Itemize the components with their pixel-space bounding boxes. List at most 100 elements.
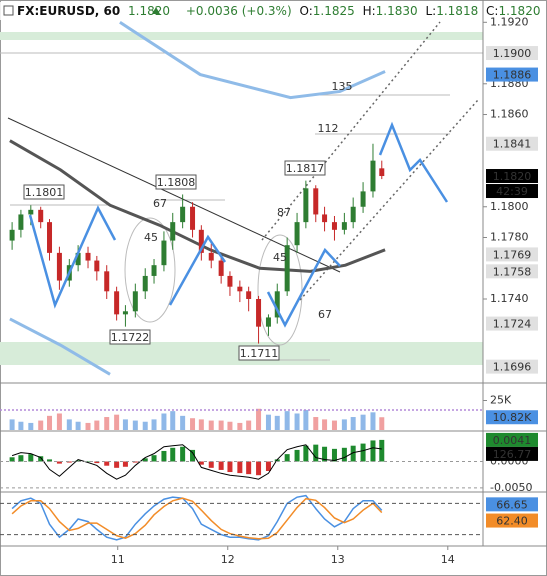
candle-body (360, 191, 366, 207)
y-tick-label: 1.1740 (490, 292, 529, 305)
macd-bar (256, 461, 262, 476)
candle-body (180, 206, 186, 223)
volume-bar (379, 417, 385, 430)
volume-bar (303, 409, 309, 430)
annotation-box (109, 329, 151, 345)
candle-body (28, 209, 34, 215)
volume-bar (237, 422, 243, 430)
macd-bar (227, 461, 233, 473)
candle-body (142, 275, 148, 292)
volume-bar (142, 421, 148, 430)
candle-body (256, 298, 262, 327)
macd-bar (294, 449, 300, 462)
candle-body (265, 317, 271, 327)
macd-bar (379, 439, 385, 462)
ohlc-value: 1.1830 (376, 4, 418, 18)
moving-average (9, 317, 111, 376)
macd-bar (142, 458, 148, 462)
y-tick-label: 1.1860 (490, 108, 529, 121)
volume-bar (256, 408, 262, 430)
macd-bar (313, 444, 319, 462)
price-label: 1.1900 (493, 47, 532, 60)
channel-line (261, 21, 441, 241)
candle-body (56, 252, 62, 281)
zigzag (266, 247, 341, 328)
macd-bar (104, 461, 110, 466)
macd-bar (208, 461, 214, 468)
annotation: 45 (144, 231, 158, 244)
zigzag (168, 234, 227, 306)
price-label: 1.1841 (493, 138, 532, 151)
price-label: 1.1758 (493, 265, 532, 278)
header: FX:EURUSD, 60 1.1820 +0.0036 (+0.3%) O:1… (17, 4, 540, 18)
volume-bar (370, 412, 376, 430)
price-label-box (486, 169, 538, 184)
candle-body (208, 252, 214, 261)
y-tick-label: 25K (490, 394, 512, 407)
annotation: 112 (318, 122, 339, 135)
symbol: FX:EURUSD, 60 (17, 4, 120, 18)
macd-bar (180, 446, 186, 462)
volume-bar (246, 420, 252, 430)
volume-bar (56, 413, 62, 430)
price-label-box (486, 316, 538, 331)
stoch-line (11, 497, 383, 540)
channel (261, 21, 479, 301)
macd-bar (370, 440, 376, 462)
countdown: 42:39 (496, 185, 528, 198)
macd-bar (246, 461, 252, 475)
up-icon (152, 7, 160, 14)
candle-body (379, 168, 385, 177)
macd-bar (237, 461, 243, 474)
candle-body (75, 252, 81, 266)
annotation: 87 (277, 206, 291, 219)
candle-body (9, 229, 15, 241)
annotation: 135 (332, 80, 353, 93)
annotation: 1.1711 (240, 347, 279, 360)
macd-bar (331, 448, 337, 462)
annotation: 45 (273, 251, 287, 264)
countdown-box (486, 184, 538, 199)
annotation-box (238, 345, 280, 361)
zone-top (0, 32, 483, 40)
price-label-box (486, 247, 538, 262)
ohlc-value: 1.1818 (436, 4, 478, 18)
macd-bar (284, 454, 290, 462)
candle-body (114, 291, 120, 315)
annotation: 67 (153, 197, 167, 210)
macd-bar (218, 461, 224, 470)
macd-bar (47, 459, 53, 462)
volume-bar (170, 411, 176, 430)
volume-bar (274, 415, 280, 430)
candle-body (303, 188, 309, 223)
volume-bar (350, 417, 356, 430)
candle-body (246, 291, 252, 299)
volume-bar (132, 420, 138, 430)
macd-bar (38, 456, 44, 462)
volume-bar (38, 420, 44, 430)
y-tick-label: 1.1920 (490, 15, 529, 28)
volume-bar (28, 422, 34, 430)
price-label-box (486, 359, 538, 374)
candle-body (370, 160, 376, 192)
marks (9, 21, 386, 541)
price-label-box (486, 136, 538, 151)
volume-bar (313, 417, 319, 430)
menu-icon[interactable] (3, 5, 14, 16)
macd-bar (341, 447, 347, 462)
volume-bar (66, 419, 72, 430)
macd-bar (132, 461, 138, 463)
y-tick-label: -0.0050 (490, 481, 532, 494)
macd-bar (94, 461, 100, 464)
macd-bar (75, 460, 81, 462)
volume-bar (151, 419, 157, 430)
volume-bar (284, 411, 290, 430)
volume-bar (265, 414, 271, 430)
volume-bar (18, 421, 24, 430)
annotation: 1.1808 (157, 176, 196, 189)
volume-label: 10.82K (493, 411, 532, 424)
volume-bar (104, 417, 110, 430)
annotation: 1.1722 (111, 331, 150, 344)
macd-line-label-box (486, 446, 538, 461)
